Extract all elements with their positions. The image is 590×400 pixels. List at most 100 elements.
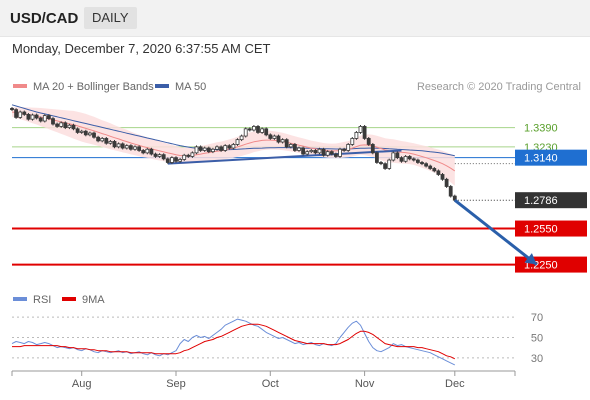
candle-body [96, 136, 100, 142]
candle-body [247, 128, 252, 131]
candle-body [219, 146, 224, 151]
candle-body [268, 134, 273, 139]
candle-body [374, 152, 379, 163]
level-label-1.3140: 1.3140 [524, 153, 558, 165]
candle-body [366, 138, 371, 145]
candle-body [231, 144, 236, 149]
candle-body [165, 158, 170, 163]
candle-body [26, 114, 31, 120]
candle-body [169, 157, 174, 163]
level-label-1.3390: 1.3390 [524, 123, 558, 135]
candle-body [420, 162, 424, 165]
candle-body [301, 147, 306, 155]
timestamp: Monday, December 7, 2020 6:37:55 AM CET [12, 41, 271, 56]
candle-body [104, 138, 109, 144]
level-tag-1.3140 [515, 149, 587, 166]
forecast-arrowhead [524, 253, 537, 265]
candle-body [120, 143, 125, 149]
candle-body [215, 146, 219, 150]
ma50-legend-swatch [155, 84, 169, 88]
x-tick-label-Sep: Sep [166, 378, 186, 390]
candle-body [260, 128, 265, 133]
candle-body [145, 148, 150, 154]
x-axis: Aug Sep Oct Nov Dec [11, 370, 516, 390]
candle-body [100, 138, 105, 142]
candle-body [358, 126, 363, 133]
candle-body [346, 144, 351, 151]
candle-body [284, 139, 289, 148]
candle-body [362, 126, 367, 139]
level-label-1.2550: 1.2550 [524, 224, 558, 236]
candle-body [47, 115, 51, 120]
candle-body [10, 108, 14, 111]
rsi-legend: RSI 9MA [13, 294, 105, 306]
candle-body [88, 132, 92, 136]
candle-body [182, 154, 187, 160]
candle-body [161, 154, 166, 160]
candle-body [137, 146, 142, 151]
candle-body [354, 132, 359, 139]
candle-body [227, 145, 232, 149]
candle-body [79, 130, 84, 133]
candle-body [379, 162, 383, 165]
candle-body [34, 114, 39, 119]
trendline [167, 149, 402, 165]
header-bar: USD/CAD DAILY [0, 0, 590, 37]
candle-body [391, 152, 396, 161]
candle-body [350, 138, 355, 145]
candle-body [59, 122, 64, 127]
candle-body [75, 128, 80, 133]
candle-body [333, 153, 338, 157]
ma50-legend-label: MA 50 [175, 81, 206, 93]
candle-body [22, 111, 27, 115]
candle-body [206, 147, 211, 153]
candle-body [399, 157, 404, 162]
candle-body [133, 146, 137, 150]
candle-body [157, 154, 162, 157]
candle-body [124, 145, 129, 149]
candle-body [141, 150, 146, 154]
candle-body [395, 152, 400, 159]
candle-body [198, 146, 203, 151]
x-tick-label-Nov: Nov [355, 378, 375, 390]
candle-body [338, 148, 342, 157]
rsi-tick-label-50: 50 [531, 332, 543, 344]
timeframe-button[interactable]: DAILY [84, 7, 137, 29]
candle-body [313, 150, 318, 154]
candle-body [403, 156, 408, 162]
candle-body [292, 144, 297, 151]
candle-body [83, 130, 88, 136]
candle-body [239, 135, 244, 141]
candle-body [329, 151, 334, 155]
candle-body [325, 151, 330, 156]
candle-body [51, 118, 55, 125]
candle-body [194, 146, 199, 154]
candle-body [63, 122, 68, 129]
candle-body [108, 141, 113, 144]
candle-body [288, 144, 293, 148]
candle-body [128, 145, 133, 150]
credit-text: Research © 2020 Trading Central [417, 81, 581, 93]
candle-body [321, 148, 326, 156]
candle-body [317, 148, 322, 154]
candle-body [112, 141, 117, 148]
candle-body [116, 143, 121, 148]
candle-body [383, 163, 388, 169]
candle-body [370, 144, 375, 154]
rsi-legend-swatch [13, 297, 27, 301]
rsi-ma-legend-swatch [62, 297, 76, 301]
x-tick-label-Oct: Oct [262, 378, 279, 390]
rsi-tick-label-30: 30 [531, 353, 543, 365]
rsi-ma-line [12, 323, 456, 360]
candle-body [42, 115, 47, 122]
candle-body [276, 135, 281, 143]
candle-body [297, 147, 301, 151]
candle-body [440, 174, 445, 180]
candle-body [30, 114, 35, 120]
ma20-legend-label: MA 20 + Bollinger Bands [33, 81, 154, 93]
candle-body [256, 126, 260, 133]
rsi-ma-legend-label: 9MA [82, 294, 105, 306]
candle-body [436, 170, 441, 175]
candle-body [190, 152, 195, 157]
